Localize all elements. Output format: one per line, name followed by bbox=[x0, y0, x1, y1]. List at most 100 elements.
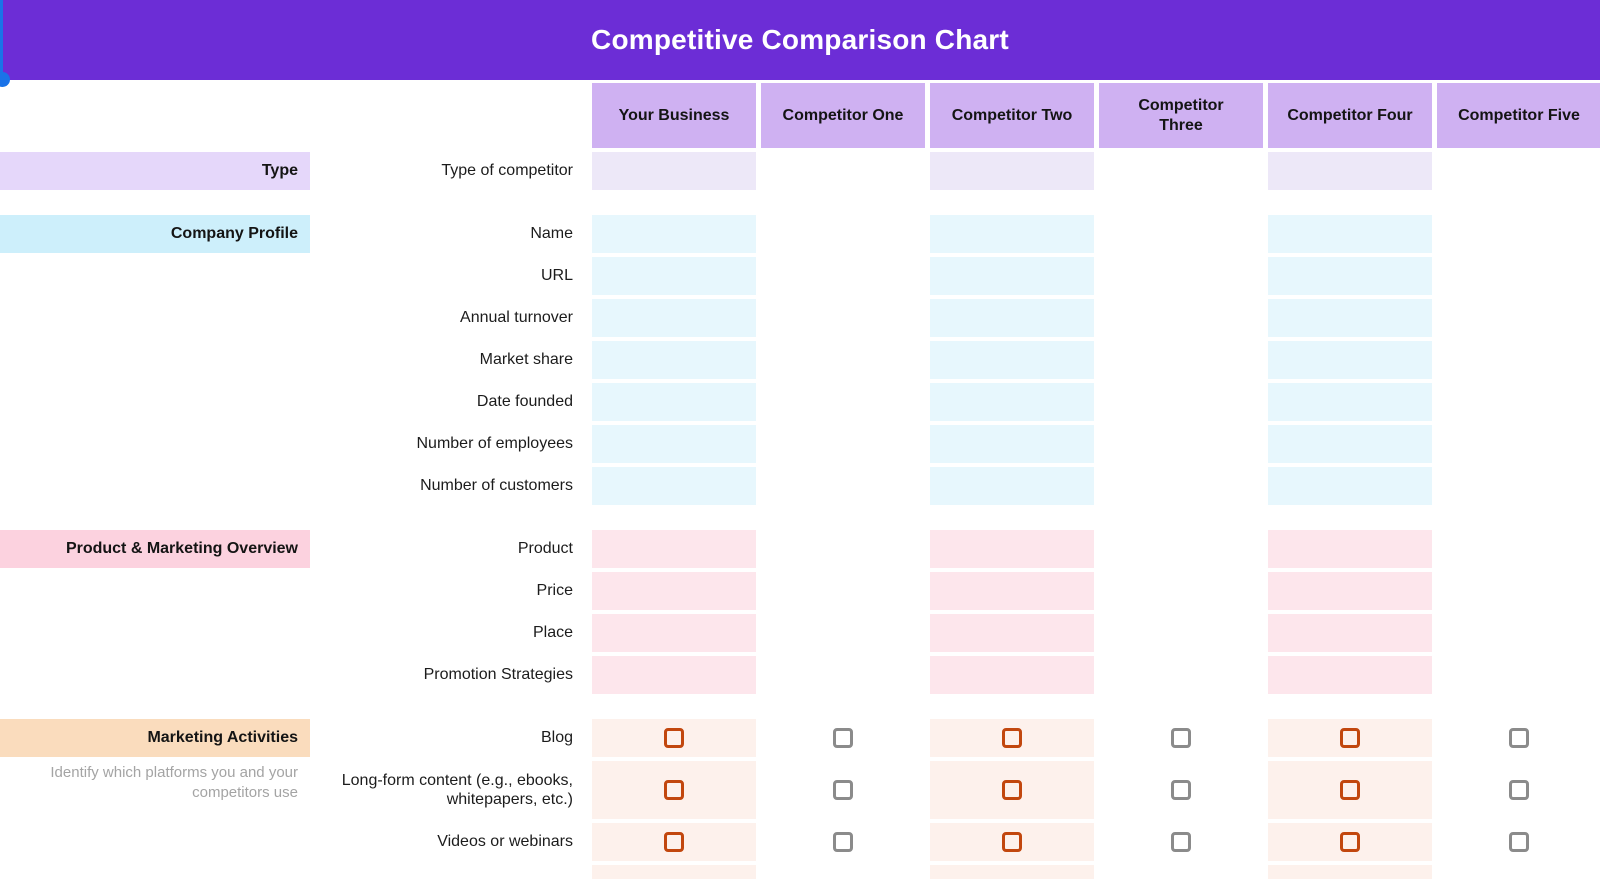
data-cell-competitor-three[interactable] bbox=[1099, 572, 1263, 610]
data-cell-competitor-three[interactable] bbox=[1099, 152, 1263, 190]
data-cell-competitor-four[interactable] bbox=[1268, 761, 1432, 819]
data-cell-competitor-one[interactable] bbox=[761, 656, 925, 694]
data-cell-competitor-five[interactable] bbox=[1437, 656, 1600, 694]
data-cell-competitor-two[interactable] bbox=[930, 823, 1094, 861]
data-cell-your-business[interactable] bbox=[592, 215, 756, 253]
data-cell-competitor-four[interactable] bbox=[1268, 257, 1432, 295]
data-cell-your-business[interactable] bbox=[592, 425, 756, 463]
data-cell-competitor-five[interactable] bbox=[1437, 299, 1600, 337]
data-cell-competitor-two[interactable] bbox=[930, 299, 1094, 337]
data-cell-competitor-three[interactable] bbox=[1099, 530, 1263, 568]
checkbox-videos-or-webinars-competitor-one[interactable] bbox=[833, 832, 853, 852]
checkbox-long-form-content-e-g-ebooks-whitepapers-etc-your-business[interactable] bbox=[664, 780, 684, 800]
data-cell-your-business[interactable] bbox=[592, 761, 756, 819]
checkbox-long-form-content-e-g-ebooks-whitepapers-etc-competitor-four[interactable] bbox=[1340, 780, 1360, 800]
data-cell-competitor-two[interactable] bbox=[930, 656, 1094, 694]
data-cell-competitor-four[interactable] bbox=[1268, 572, 1432, 610]
data-cell-competitor-one[interactable] bbox=[761, 530, 925, 568]
title-banner[interactable]: Competitive Comparison Chart bbox=[0, 0, 1600, 87]
data-cell-competitor-one[interactable] bbox=[761, 299, 925, 337]
data-cell-competitor-three[interactable] bbox=[1099, 299, 1263, 337]
data-cell-your-business[interactable] bbox=[592, 383, 756, 421]
data-cell-competitor-two[interactable] bbox=[930, 425, 1094, 463]
data-cell-competitor-one[interactable] bbox=[761, 614, 925, 652]
data-cell-competitor-four[interactable] bbox=[1268, 299, 1432, 337]
data-cell-competitor-two[interactable] bbox=[930, 761, 1094, 819]
checkbox-blog-competitor-three[interactable] bbox=[1171, 728, 1191, 748]
data-cell-competitor-one[interactable] bbox=[761, 719, 925, 757]
data-cell-competitor-one[interactable] bbox=[761, 215, 925, 253]
data-cell-competitor-five[interactable] bbox=[1437, 572, 1600, 610]
data-cell-competitor-two[interactable] bbox=[930, 467, 1094, 505]
data-cell-competitor-one[interactable] bbox=[761, 467, 925, 505]
data-cell-competitor-five[interactable] bbox=[1437, 215, 1600, 253]
checkbox-blog-your-business[interactable] bbox=[664, 728, 684, 748]
data-cell-competitor-two[interactable] bbox=[930, 341, 1094, 379]
checkbox-videos-or-webinars-competitor-three[interactable] bbox=[1171, 832, 1191, 852]
data-cell-competitor-three[interactable] bbox=[1099, 215, 1263, 253]
data-cell-your-business[interactable] bbox=[592, 865, 756, 879]
data-cell-competitor-three[interactable] bbox=[1099, 761, 1263, 819]
data-cell-your-business[interactable] bbox=[592, 719, 756, 757]
data-cell-competitor-four[interactable] bbox=[1268, 341, 1432, 379]
data-cell-competitor-four[interactable] bbox=[1268, 383, 1432, 421]
data-cell-competitor-one[interactable] bbox=[761, 257, 925, 295]
data-cell-competitor-two[interactable] bbox=[930, 152, 1094, 190]
data-cell-competitor-two[interactable] bbox=[930, 257, 1094, 295]
data-cell-competitor-three[interactable] bbox=[1099, 614, 1263, 652]
data-cell-competitor-five[interactable] bbox=[1437, 530, 1600, 568]
checkbox-long-form-content-e-g-ebooks-whitepapers-etc-competitor-two[interactable] bbox=[1002, 780, 1022, 800]
data-cell-your-business[interactable] bbox=[592, 823, 756, 861]
data-cell-your-business[interactable] bbox=[592, 467, 756, 505]
data-cell-competitor-four[interactable] bbox=[1268, 467, 1432, 505]
data-cell-competitor-one[interactable] bbox=[761, 152, 925, 190]
checkbox-long-form-content-e-g-ebooks-whitepapers-etc-competitor-three[interactable] bbox=[1171, 780, 1191, 800]
data-cell-competitor-five[interactable] bbox=[1437, 425, 1600, 463]
data-cell-competitor-five[interactable] bbox=[1437, 719, 1600, 757]
data-cell-your-business[interactable] bbox=[592, 257, 756, 295]
data-cell-your-business[interactable] bbox=[592, 572, 756, 610]
data-cell-competitor-three[interactable] bbox=[1099, 425, 1263, 463]
data-cell-competitor-four[interactable] bbox=[1268, 215, 1432, 253]
data-cell-competitor-four[interactable] bbox=[1268, 865, 1432, 879]
checkbox-blog-competitor-two[interactable] bbox=[1002, 728, 1022, 748]
data-cell-competitor-three[interactable] bbox=[1099, 467, 1263, 505]
data-cell-competitor-one[interactable] bbox=[761, 572, 925, 610]
data-cell-your-business[interactable] bbox=[592, 614, 756, 652]
data-cell-your-business[interactable] bbox=[592, 341, 756, 379]
data-cell-your-business[interactable] bbox=[592, 656, 756, 694]
checkbox-blog-competitor-four[interactable] bbox=[1340, 728, 1360, 748]
data-cell-competitor-four[interactable] bbox=[1268, 719, 1432, 757]
data-cell-competitor-one[interactable] bbox=[761, 865, 925, 879]
data-cell-competitor-five[interactable] bbox=[1437, 152, 1600, 190]
data-cell-your-business[interactable] bbox=[592, 530, 756, 568]
checkbox-videos-or-webinars-competitor-five[interactable] bbox=[1509, 832, 1529, 852]
checkbox-blog-competitor-one[interactable] bbox=[833, 728, 853, 748]
checkbox-videos-or-webinars-competitor-four[interactable] bbox=[1340, 832, 1360, 852]
data-cell-competitor-four[interactable] bbox=[1268, 425, 1432, 463]
data-cell-your-business[interactable] bbox=[592, 152, 756, 190]
checkbox-blog-competitor-five[interactable] bbox=[1509, 728, 1529, 748]
data-cell-competitor-five[interactable] bbox=[1437, 341, 1600, 379]
data-cell-competitor-one[interactable] bbox=[761, 823, 925, 861]
data-cell-competitor-two[interactable] bbox=[930, 865, 1094, 879]
checkbox-long-form-content-e-g-ebooks-whitepapers-etc-competitor-one[interactable] bbox=[833, 780, 853, 800]
data-cell-competitor-three[interactable] bbox=[1099, 865, 1263, 879]
data-cell-your-business[interactable] bbox=[592, 299, 756, 337]
data-cell-competitor-one[interactable] bbox=[761, 425, 925, 463]
data-cell-competitor-two[interactable] bbox=[930, 614, 1094, 652]
data-cell-competitor-five[interactable] bbox=[1437, 761, 1600, 819]
checkbox-videos-or-webinars-your-business[interactable] bbox=[664, 832, 684, 852]
data-cell-competitor-four[interactable] bbox=[1268, 152, 1432, 190]
data-cell-competitor-four[interactable] bbox=[1268, 530, 1432, 568]
checkbox-long-form-content-e-g-ebooks-whitepapers-etc-competitor-five[interactable] bbox=[1509, 780, 1529, 800]
data-cell-competitor-five[interactable] bbox=[1437, 257, 1600, 295]
data-cell-competitor-five[interactable] bbox=[1437, 865, 1600, 879]
data-cell-competitor-three[interactable] bbox=[1099, 656, 1263, 694]
data-cell-competitor-three[interactable] bbox=[1099, 341, 1263, 379]
data-cell-competitor-five[interactable] bbox=[1437, 823, 1600, 861]
data-cell-competitor-five[interactable] bbox=[1437, 614, 1600, 652]
data-cell-competitor-four[interactable] bbox=[1268, 656, 1432, 694]
data-cell-competitor-four[interactable] bbox=[1268, 823, 1432, 861]
checkbox-videos-or-webinars-competitor-two[interactable] bbox=[1002, 832, 1022, 852]
